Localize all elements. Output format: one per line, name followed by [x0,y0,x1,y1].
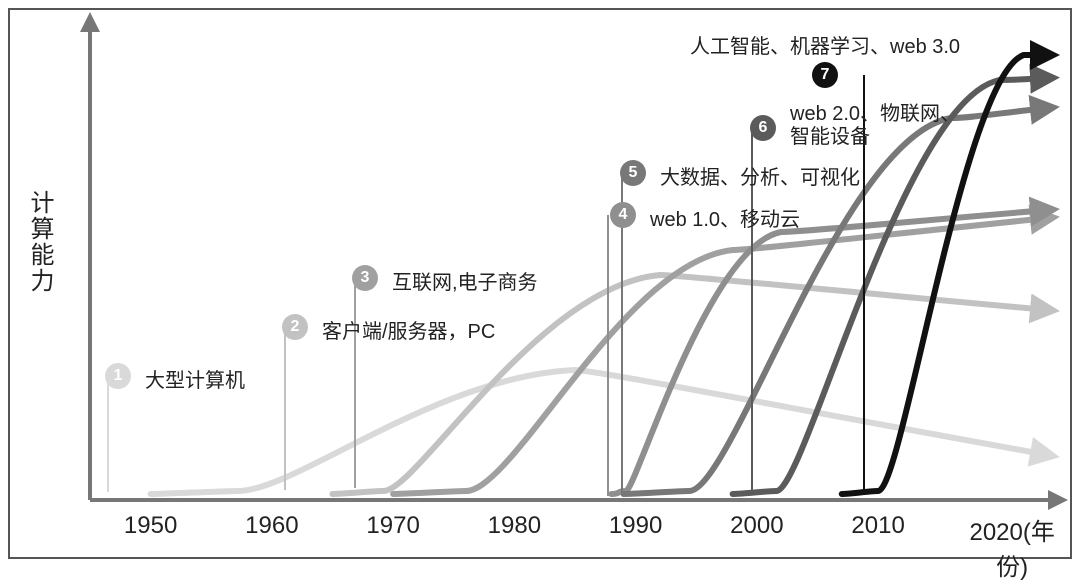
x-tick-label: 1960 [245,512,298,540]
x-tick-label: 1970 [366,512,419,540]
x-tick-label: 1990 [609,512,662,540]
chart-svg [0,0,1080,567]
series-badge-7: 7 [812,62,838,88]
series-badge-5: 5 [620,160,646,186]
y-axis-label: 计算能力 [22,190,57,294]
series-badge-number: 2 [291,318,300,336]
series-badge-2: 2 [282,314,308,340]
series-label-3: 互联网,电子商务 [392,266,538,295]
series-badge-number: 7 [821,66,830,84]
x-tick-label: 1950 [124,512,177,540]
x-tick-label: 2000 [730,512,783,540]
series-badge-4: 4 [610,202,636,228]
series-badge-number: 6 [759,119,768,137]
series-badge-6: 6 [750,115,776,141]
series-label-7: 人工智能、机器学习、web 3.0 [690,30,960,59]
x-tick-label: 1980 [488,512,541,540]
series-label-6: web 2.0、物联网、 智能设备 [790,103,960,149]
series-badge-number: 5 [629,164,638,182]
series-badge-3: 3 [352,265,378,291]
series-badge-number: 1 [114,367,123,385]
series-label-5: 大数据、分析、可视化 [660,161,860,190]
x-tick-label: 2010 [851,512,904,540]
series-label-1: 大型计算机 [145,364,245,393]
series-label-4: web 1.0、移动云 [650,203,800,232]
series-label-2: 客户端/服务器，PC [322,315,495,344]
x-tick-label: 2020(年份) [969,512,1054,582]
series-badge-number: 4 [619,206,628,224]
series-badge-1: 1 [105,363,131,389]
series-badge-number: 3 [361,269,370,287]
